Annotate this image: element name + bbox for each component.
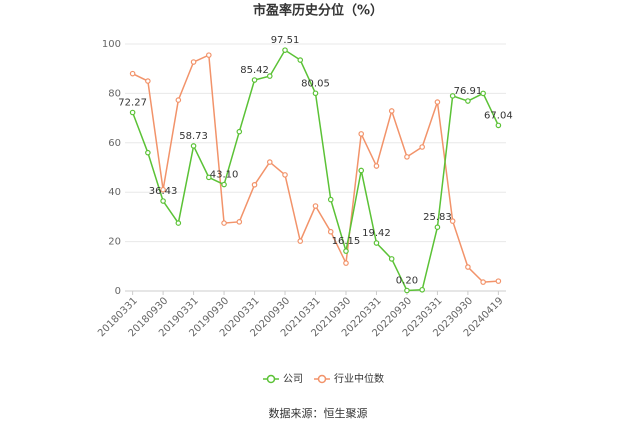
point	[327, 228, 334, 235]
chart-title: 市盈率历史分位（%）	[253, 3, 383, 19]
data-label: 67.04	[484, 110, 513, 121]
point	[312, 90, 319, 97]
point	[388, 256, 395, 262]
point	[266, 159, 273, 165]
legend-label: 行业中位数	[334, 372, 384, 385]
point	[465, 98, 471, 104]
point	[297, 238, 304, 244]
point	[221, 181, 227, 188]
point	[160, 198, 166, 204]
data-label: 58.73	[179, 131, 208, 142]
point	[145, 78, 151, 84]
point	[282, 47, 288, 53]
point	[312, 203, 319, 209]
point	[251, 77, 258, 83]
point	[175, 97, 182, 103]
point	[480, 90, 486, 97]
y-tick-label: 80	[108, 88, 121, 99]
source: 数据来源：恒生聚源	[269, 406, 368, 420]
point	[358, 131, 365, 137]
point	[129, 109, 136, 116]
point	[266, 73, 273, 79]
point	[175, 220, 182, 226]
data-label: 85.42	[240, 65, 269, 76]
point	[358, 167, 365, 174]
y-tick-label: 100	[102, 39, 121, 50]
legend-label: 公司	[283, 374, 303, 385]
point	[282, 172, 288, 178]
point	[221, 220, 227, 226]
y-tick-label: 60	[108, 138, 121, 149]
point	[388, 108, 395, 114]
point	[373, 240, 380, 246]
point	[145, 149, 151, 156]
point	[434, 99, 441, 105]
data-label: 0.20	[396, 276, 418, 287]
y-tick-label: 40	[108, 187, 121, 198]
point	[251, 181, 258, 188]
point	[404, 154, 410, 160]
data-label: 80.05	[301, 78, 330, 89]
data-label: 25.83	[423, 212, 452, 223]
point	[419, 144, 425, 150]
point	[160, 186, 166, 193]
point	[343, 248, 349, 254]
point	[495, 278, 502, 284]
y-tick-label: 0	[115, 286, 121, 297]
point	[343, 260, 349, 266]
point	[297, 57, 304, 63]
point	[495, 122, 502, 129]
data-label: 16.15	[332, 236, 361, 247]
data-label: 43.10	[210, 170, 239, 181]
point	[465, 264, 471, 270]
data-label: 19.42	[362, 228, 391, 239]
point	[327, 196, 334, 203]
data-label: 97.51	[271, 35, 300, 46]
point	[190, 143, 197, 149]
legend-marker	[317, 374, 327, 384]
data-label: 72.27	[118, 97, 147, 108]
point	[206, 174, 212, 181]
data-label: 76.91	[454, 86, 483, 97]
point	[236, 128, 243, 135]
point	[449, 218, 456, 224]
point	[129, 70, 136, 77]
point	[190, 59, 197, 65]
point	[236, 219, 243, 225]
point	[419, 286, 425, 293]
point	[206, 52, 212, 58]
y-tick-label: 20	[108, 237, 121, 248]
legend-marker	[266, 374, 276, 384]
point	[404, 287, 410, 294]
point	[373, 163, 380, 169]
point	[480, 279, 486, 285]
point	[434, 224, 441, 230]
point	[449, 93, 456, 99]
data-label: 36.43	[149, 186, 178, 197]
